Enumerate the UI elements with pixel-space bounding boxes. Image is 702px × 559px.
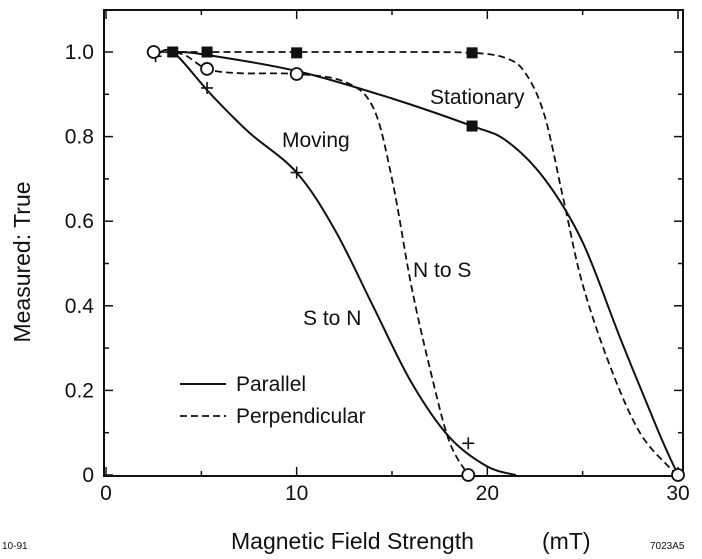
axis-ticks: 0 10 20 30 0 0.2 0.4 0.6 0.8 1.0 [65,10,690,505]
annotation-moving: Moving [282,129,350,152]
legend: Parallel Perpendicular [180,373,366,428]
data-point-s-to-n-solid [462,437,475,450]
x-tick-label: 20 [476,482,499,505]
data-point-stationary-solid [466,120,478,132]
data-point-stationary-solid [167,46,179,58]
data-point-n-to-s-dashed [461,468,476,482]
x-tick-label: 0 [100,482,112,505]
data-point-s-to-n-solid [290,166,303,179]
data-point-n-to-s-dashed [671,468,685,482]
series-line-s-to-n-solid [155,48,517,476]
data-point-n-to-s-dashed [289,67,304,81]
data-point-s-to-n-solid [201,81,214,94]
data-point-n-to-s-dashed [200,62,214,76]
x-tick-label: 30 [666,482,689,505]
plot-frame-group [103,9,684,477]
x-axis-title: Magnetic Field Strength [231,528,474,554]
legend-label-perpendicular: Perpendicular [236,405,366,428]
y-tick-label: 0.8 [65,126,94,149]
figure-note-right: 7023A5 [650,541,685,552]
y-tick-label: 0.2 [65,379,94,402]
data-point-n-to-s-dashed [146,45,161,59]
plot-frame [103,9,684,477]
legend-label-parallel: Parallel [236,373,306,396]
y-tick-label: 0.4 [65,295,95,318]
series-markers [146,45,685,482]
figure-note-left: 10-91 [2,541,28,552]
data-point-stationary-dashed [466,47,478,59]
annotation-s-to-n: S to N [303,307,361,330]
y-tick-label: 0 [82,464,94,487]
annotation-stationary: Stationary [430,86,525,109]
annotation-n-to-s: N to S [413,259,471,282]
series-line-stationary-solid [172,50,679,476]
y-axis-title: Measured: True [9,181,35,342]
y-tick-label: 0.6 [65,210,94,233]
data-point-stationary-dashed [291,47,303,59]
x-axis-unit: (mT) [542,528,591,554]
series-line-stationary-dashed [157,51,679,476]
x-tick-label: 10 [285,482,308,505]
data-point-stationary-solid [201,46,213,58]
y-tick-label: 1.0 [65,41,94,64]
